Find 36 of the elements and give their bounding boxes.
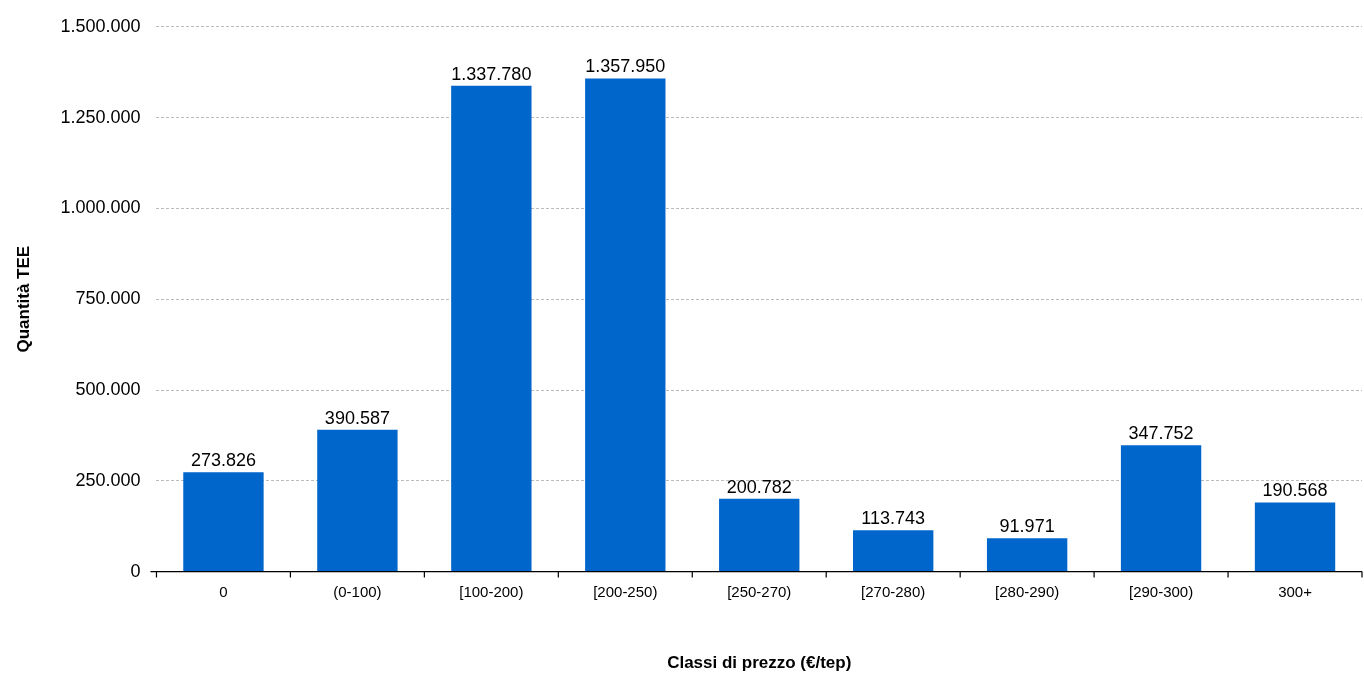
data-label: 91.971 xyxy=(999,516,1055,537)
y-axis-title: Quantità TEE xyxy=(13,245,33,353)
data-label: 273.826 xyxy=(190,450,256,471)
y-tick-label: 500.000 xyxy=(75,378,141,399)
x-tick-label: (0-100) xyxy=(333,582,382,600)
y-tick-label: 0 xyxy=(130,560,141,581)
y-tick-label: 1.250.000 xyxy=(60,106,141,127)
bar xyxy=(585,78,666,572)
y-tick-label: 1.000.000 xyxy=(60,197,141,218)
bar xyxy=(986,538,1068,572)
data-label: 347.752 xyxy=(1128,423,1194,444)
bar xyxy=(1254,502,1336,572)
x-tick-label: [100-200) xyxy=(459,582,524,600)
data-label: 190.568 xyxy=(1262,480,1328,501)
bar xyxy=(1120,445,1202,572)
x-tick-label: 300+ xyxy=(1278,582,1313,600)
y-tick-label: 750.000 xyxy=(75,288,141,309)
x-axis-title: Classi di prezzo (€/tep) xyxy=(667,653,852,673)
data-label: 1.337.780 xyxy=(451,63,532,84)
bar xyxy=(183,472,264,572)
bar xyxy=(317,429,398,572)
y-tick-label: 250.000 xyxy=(75,469,141,490)
y-tick-label: 1.500.000 xyxy=(60,15,141,36)
x-tick-label: [250-270) xyxy=(727,582,792,600)
data-label: 200.782 xyxy=(726,476,792,497)
bar xyxy=(719,498,800,572)
bar xyxy=(451,85,532,572)
x-tick-label: 0 xyxy=(219,582,228,600)
x-tick-label: [290-300) xyxy=(1128,582,1194,600)
data-label: 1.357.950 xyxy=(585,56,666,77)
x-tick-label: [200-250) xyxy=(593,582,658,600)
data-label: 113.743 xyxy=(861,508,926,529)
x-tick-label: [270-280) xyxy=(861,582,926,600)
data-label: 390.587 xyxy=(324,407,390,428)
bar xyxy=(853,530,934,572)
x-tick-label: [280-290) xyxy=(995,582,1060,600)
